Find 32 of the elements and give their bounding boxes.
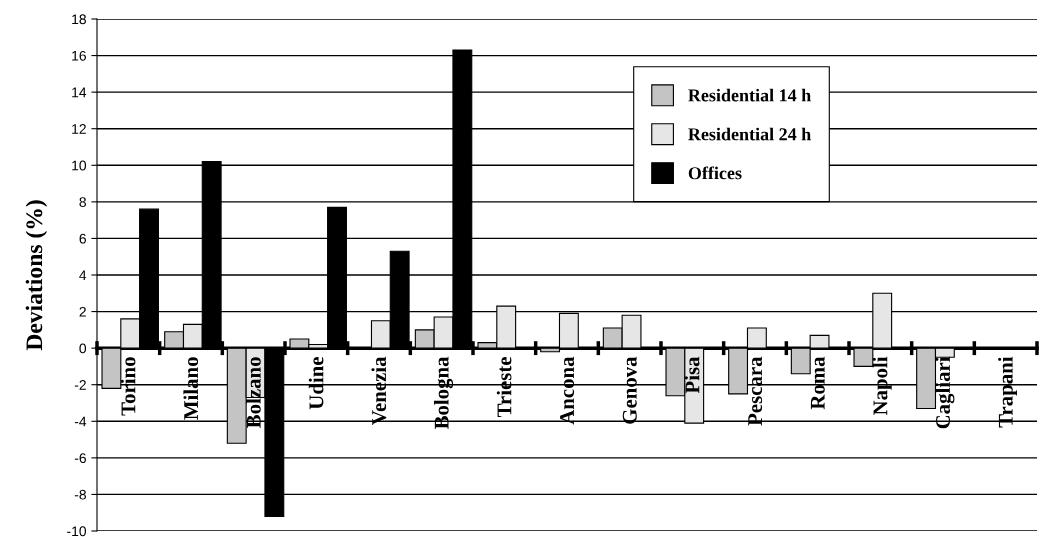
y-tick-label: -4 [74,416,87,427]
y-tick-label: 2 [79,306,86,317]
y-tick-label: 14 [72,87,87,98]
y-tick-label: 12 [72,124,86,134]
y-tick-label: -6 [74,453,86,464]
y-tick-label: -8 [74,489,86,500]
y-tick-label: 4 [79,270,87,281]
y-tick-label: 0 [79,343,87,354]
legend-label: Residential 14 h [688,88,811,102]
x-tick-label: Bolzano [246,357,261,428]
x-tick-label: Milano [183,357,199,420]
y-tick-label: 18 [72,14,86,25]
y-tick-label: 6 [79,233,86,244]
y-tick-label: 10 [72,160,87,171]
y-tick-label: 16 [72,50,86,61]
x-tick-label: Bologna [434,356,454,430]
x-tick-label: Napoli [872,356,892,416]
y-tick-label: 8 [79,197,86,208]
x-tick-label: Pisa [684,356,700,394]
x-tick-label: Venezia [371,356,387,425]
y-tick-label: -2 [74,380,86,390]
legend-label: Residential 24 h [688,127,811,141]
y-tick-label: -10 [67,526,87,537]
x-tick-label: Ancona [560,356,575,425]
x-tick-label: Trapani [998,356,1017,428]
x-tick-label: Roma [810,356,825,410]
x-tick-label: Trieste [496,357,512,418]
legend-label: Offices [688,166,742,180]
y-axis-title: Deviations (%) [25,200,48,351]
x-tick-label: Cagliari [935,356,955,429]
x-tick-label: Udine [308,357,324,410]
x-tick-label: Torino [120,357,136,416]
